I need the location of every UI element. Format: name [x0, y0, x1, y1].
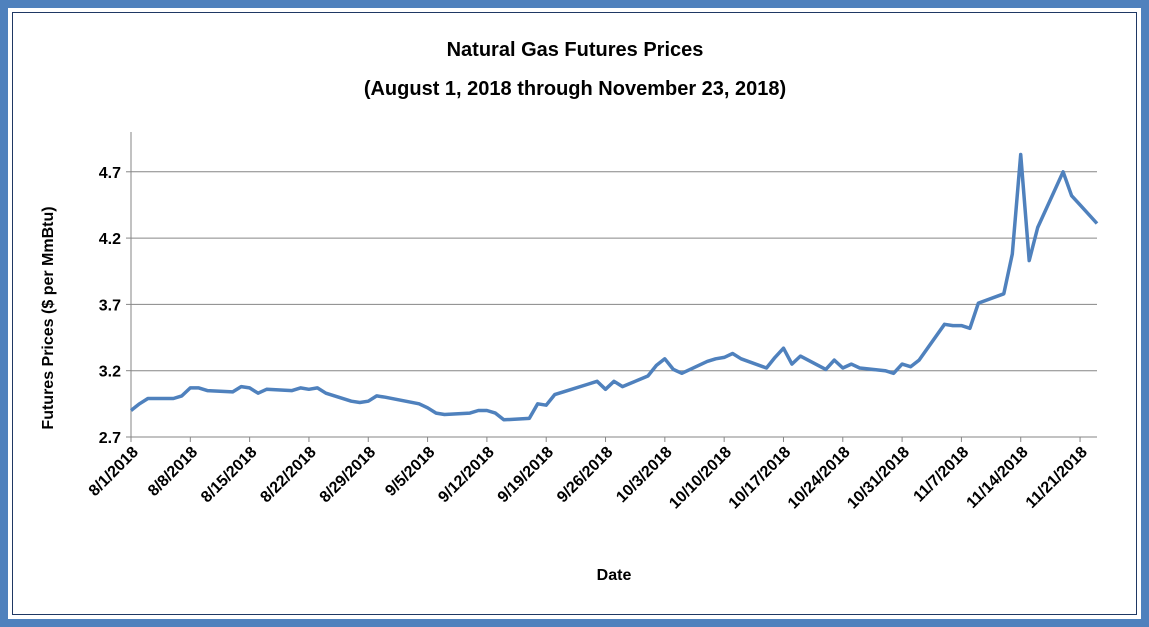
x-tick-label: 10/24/2018	[785, 444, 854, 513]
x-tick-label: 10/3/2018	[613, 444, 675, 506]
x-tick-label: 8/1/2018	[86, 444, 142, 500]
price-line	[129, 152, 1099, 422]
inner-border	[12, 12, 1137, 615]
y-tick-label: 4.7	[99, 165, 121, 182]
x-tick-label: 8/8/2018	[145, 444, 201, 500]
x-tick-label: 10/10/2018	[666, 444, 735, 513]
y-axis-label: Futures Prices ($ per MmBtu)	[40, 206, 57, 429]
y-tick-label: 3.2	[99, 364, 121, 381]
y-tick-label: 3.7	[99, 297, 121, 314]
x-tick-label: 9/19/2018	[495, 444, 557, 506]
x-tick-label: 8/22/2018	[257, 444, 319, 506]
x-tick-label: 11/21/2018	[1023, 444, 1091, 512]
x-tick-label: 8/29/2018	[317, 444, 379, 506]
x-tick-label: 9/12/2018	[435, 444, 497, 506]
y-tick-label: 4.2	[99, 231, 121, 248]
chart-subtitle: (August 1, 2018 through November 23, 201…	[364, 78, 786, 100]
x-tick-label: 11/7/2018	[911, 444, 973, 506]
x-axis-label: Date	[597, 567, 632, 584]
x-tick-label: 11/14/2018	[964, 444, 1032, 512]
x-tick-label: 10/31/2018	[844, 444, 913, 513]
x-tick-label: 10/17/2018	[726, 444, 795, 513]
x-tick-label: 9/26/2018	[554, 444, 616, 506]
y-tick-label: 2.7	[99, 430, 121, 447]
x-tick-label: 8/15/2018	[198, 444, 260, 506]
chart-title: Natural Gas Futures Prices	[447, 39, 704, 61]
x-tick-label: 9/5/2018	[382, 444, 438, 500]
